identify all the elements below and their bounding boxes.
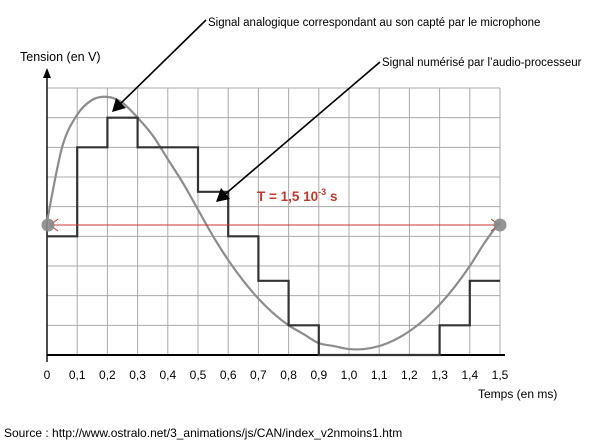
x-tick-label: 1,2 bbox=[401, 368, 418, 382]
x-axis-label: Temps (en ms) bbox=[478, 387, 557, 401]
x-tick-label: 1,5 bbox=[492, 368, 509, 382]
period-end-marker bbox=[493, 218, 507, 232]
x-tick-labels: 0 0,1 0,2 0,3 0,4 0,5 0,6 0,7 0,8 0,9 1,0 1,1 1,2 1,3… bbox=[44, 368, 509, 382]
source-caption: Source : http://www.ostralo.net/3_animat… bbox=[4, 426, 403, 440]
x-tick-label: 0,7 bbox=[250, 368, 267, 382]
x-tick-label: 0,2 bbox=[99, 368, 116, 382]
x-tick-label: 1,1 bbox=[371, 368, 388, 382]
axes bbox=[43, 68, 505, 362]
x-tick-label: 0,6 bbox=[220, 368, 237, 382]
period-label: T = 1,5 10-3 s bbox=[257, 187, 337, 204]
x-tick-label: 0,1 bbox=[69, 368, 86, 382]
grid bbox=[47, 87, 501, 355]
y-axis-arrow bbox=[43, 68, 51, 78]
x-tick-label: 0,5 bbox=[190, 368, 207, 382]
period-annotation: T = 1,5 10-3 s bbox=[41, 187, 507, 232]
x-tick-label: 0,8 bbox=[280, 368, 297, 382]
x-tick-label: 0,9 bbox=[310, 368, 327, 382]
x-tick-label: 1,0 bbox=[341, 368, 358, 382]
period-label-exp: -3 bbox=[318, 187, 326, 197]
x-tick-label: 0 bbox=[44, 368, 51, 382]
series-layer bbox=[45, 95, 501, 357]
analog-callout-arrowhead bbox=[112, 98, 126, 112]
x-tick-label: 0,4 bbox=[159, 368, 176, 382]
period-label-main: T = 1,5 10 bbox=[257, 189, 318, 204]
digital-callout-line bbox=[222, 61, 381, 197]
x-tick-label: 1,4 bbox=[461, 368, 478, 382]
analog-signal-curve bbox=[45, 95, 501, 351]
y-axis-label: Tension (en V) bbox=[20, 50, 101, 64]
x-tick-label: 1,3 bbox=[431, 368, 448, 382]
analog-signal-label: Signal analogique correspondant au son c… bbox=[208, 17, 540, 29]
analog-callout-line bbox=[117, 19, 207, 107]
digital-signal-label: Signal numérisé par l’audio-processeur bbox=[382, 57, 582, 69]
digital-signal-steps bbox=[47, 116, 500, 357]
period-start-marker bbox=[41, 218, 55, 232]
callout-arrows bbox=[112, 19, 381, 202]
period-label-unit: s bbox=[326, 189, 337, 204]
x-tick-label: 0,3 bbox=[129, 368, 146, 382]
digital-callout-arrowhead bbox=[216, 188, 230, 202]
